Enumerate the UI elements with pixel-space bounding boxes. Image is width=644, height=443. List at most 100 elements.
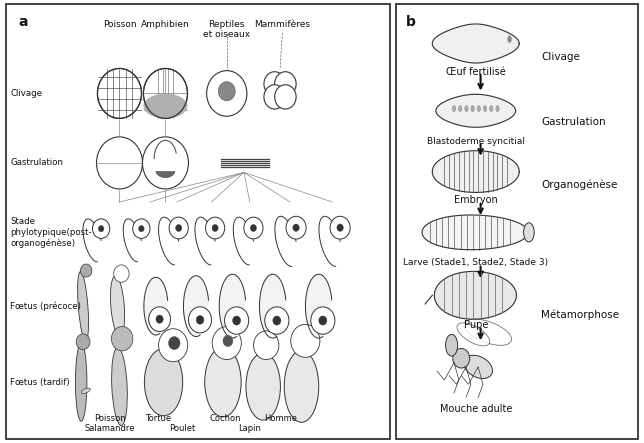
Ellipse shape	[464, 319, 511, 345]
Circle shape	[80, 264, 92, 277]
Circle shape	[452, 105, 456, 112]
Circle shape	[189, 307, 211, 333]
Circle shape	[337, 224, 343, 231]
Text: Clivage: Clivage	[541, 51, 580, 62]
Text: Lapin: Lapin	[238, 424, 261, 433]
Circle shape	[459, 105, 462, 112]
Text: a: a	[18, 16, 28, 29]
Text: Stade
phylotypique(post-
organogénèse): Stade phylotypique(post- organogénèse)	[10, 217, 92, 248]
Polygon shape	[422, 215, 528, 250]
Text: Mouche adulte: Mouche adulte	[440, 404, 512, 414]
Circle shape	[251, 225, 256, 232]
Text: Amphibien: Amphibien	[141, 19, 190, 29]
Text: Homme: Homme	[264, 414, 297, 423]
Text: Poisson: Poisson	[102, 19, 137, 29]
Text: Salamandre: Salamandre	[84, 424, 135, 433]
Circle shape	[149, 307, 171, 331]
Circle shape	[265, 307, 289, 334]
Circle shape	[133, 219, 150, 238]
Circle shape	[471, 105, 475, 112]
Ellipse shape	[78, 272, 88, 341]
Ellipse shape	[75, 343, 87, 421]
Text: Mammifères: Mammifères	[254, 19, 310, 29]
Ellipse shape	[111, 347, 128, 425]
Text: Pupe: Pupe	[464, 320, 488, 330]
Ellipse shape	[464, 355, 493, 378]
Circle shape	[507, 36, 511, 43]
Text: Poulet: Poulet	[169, 424, 196, 433]
Circle shape	[330, 216, 350, 239]
Circle shape	[244, 217, 263, 239]
Text: Organogénèse: Organogénèse	[541, 179, 618, 190]
Text: Clivage: Clivage	[10, 89, 43, 98]
Ellipse shape	[205, 347, 241, 417]
Ellipse shape	[97, 69, 142, 118]
Circle shape	[274, 85, 296, 109]
Ellipse shape	[81, 388, 90, 393]
Circle shape	[311, 307, 335, 334]
Ellipse shape	[284, 351, 319, 422]
Circle shape	[156, 315, 163, 323]
Circle shape	[477, 105, 480, 112]
Polygon shape	[432, 151, 519, 192]
Circle shape	[319, 316, 327, 325]
Polygon shape	[436, 94, 516, 127]
Circle shape	[111, 326, 133, 351]
Circle shape	[114, 265, 129, 282]
Ellipse shape	[144, 69, 187, 118]
Circle shape	[169, 217, 188, 239]
Circle shape	[273, 316, 281, 325]
Text: Cochon: Cochon	[209, 414, 241, 423]
Text: Fœtus (tardif): Fœtus (tardif)	[10, 377, 70, 387]
Ellipse shape	[453, 349, 469, 368]
Ellipse shape	[144, 93, 187, 118]
Circle shape	[264, 72, 285, 96]
Text: Œuf fertilisé: Œuf fertilisé	[446, 67, 506, 78]
Circle shape	[93, 219, 109, 238]
Circle shape	[176, 225, 182, 232]
Ellipse shape	[207, 70, 247, 116]
Circle shape	[99, 225, 104, 232]
Circle shape	[524, 223, 534, 242]
Text: Larve (Stade1, Stade2, Stade 3): Larve (Stade1, Stade2, Stade 3)	[403, 258, 548, 268]
Circle shape	[212, 225, 218, 232]
Circle shape	[489, 105, 493, 112]
Circle shape	[223, 335, 233, 346]
Text: Poisson: Poisson	[94, 414, 126, 423]
Polygon shape	[260, 274, 286, 338]
Text: Reptiles
et oiseaux: Reptiles et oiseaux	[204, 19, 251, 39]
Circle shape	[446, 334, 458, 356]
Circle shape	[169, 337, 180, 350]
Circle shape	[158, 329, 187, 362]
Text: Fœtus (précoce): Fœtus (précoce)	[10, 301, 81, 311]
Circle shape	[286, 216, 306, 239]
Circle shape	[196, 315, 204, 324]
Circle shape	[293, 224, 299, 231]
Ellipse shape	[142, 137, 189, 189]
Polygon shape	[432, 24, 519, 63]
Polygon shape	[144, 277, 167, 335]
Circle shape	[465, 105, 468, 112]
Polygon shape	[434, 272, 516, 319]
Circle shape	[138, 225, 144, 232]
Ellipse shape	[246, 353, 280, 420]
Ellipse shape	[144, 349, 183, 416]
Circle shape	[274, 72, 296, 96]
Text: Embryon: Embryon	[454, 195, 498, 206]
Circle shape	[76, 334, 90, 350]
Circle shape	[205, 217, 225, 239]
Circle shape	[290, 324, 320, 358]
Ellipse shape	[111, 276, 125, 336]
Circle shape	[213, 326, 242, 360]
Text: b: b	[406, 16, 415, 29]
Circle shape	[232, 316, 241, 325]
Circle shape	[264, 85, 285, 109]
Text: Tortue: Tortue	[145, 414, 171, 423]
Text: Métamorphose: Métamorphose	[541, 310, 619, 320]
Polygon shape	[219, 274, 245, 338]
Ellipse shape	[97, 137, 142, 189]
Text: Blastoderme syncitial: Blastoderme syncitial	[427, 137, 525, 146]
Circle shape	[225, 307, 249, 334]
Ellipse shape	[457, 323, 489, 346]
Circle shape	[218, 82, 235, 101]
